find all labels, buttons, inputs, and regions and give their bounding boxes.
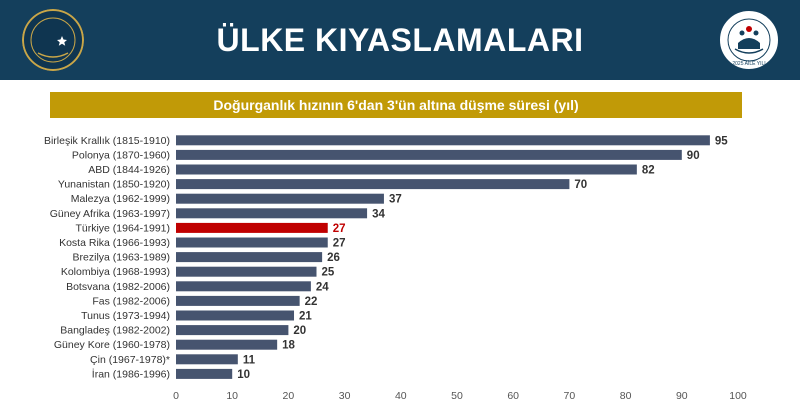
- value-label: 82: [642, 165, 655, 177]
- x-tick-label: 40: [395, 390, 407, 402]
- category-label: Brezilya (1963-1989): [73, 252, 170, 264]
- chart-title: Doğurganlık hızının 6'dan 3'ün altına dü…: [213, 97, 579, 113]
- category-label: Botsvana (1982-2006): [66, 281, 170, 293]
- x-tick-label: 70: [564, 390, 576, 402]
- page-title: ÜLKE KIYASLAMALARI: [216, 22, 584, 58]
- bar: [176, 368, 233, 379]
- value-label: 37: [389, 194, 402, 206]
- chart-title-bar: Doğurganlık hızının 6'dan 3'ün altına dü…: [50, 92, 742, 118]
- category-label: Birleşik Krallık (1815-1910): [44, 135, 170, 147]
- x-tick-label: 60: [507, 390, 519, 402]
- bar-chart: Birleşik Krallık (1815-1910) 95 Polonya (1…: [44, 135, 747, 402]
- bar: [176, 179, 570, 190]
- category-label: Malezya (1962-1999): [71, 193, 170, 205]
- ministry-emblem-icon: [22, 9, 84, 71]
- value-label: 34: [372, 208, 385, 220]
- bar: [176, 325, 289, 336]
- x-tick-label: 100: [729, 390, 747, 402]
- bar: [176, 193, 384, 204]
- category-label: Türkiye (1964-1991): [75, 222, 170, 234]
- value-label: 25: [322, 267, 335, 279]
- value-label: 26: [327, 252, 340, 264]
- category-label: Kolombiya (1968-1993): [61, 266, 170, 278]
- value-label: 24: [316, 281, 329, 293]
- x-tick-label: 50: [451, 390, 463, 402]
- category-label: Polonya (1870-1960): [72, 149, 170, 161]
- category-label: ABD (1844-1926): [88, 164, 170, 176]
- value-label: 10: [237, 369, 250, 381]
- aile-yili-emblem-icon: 2025 AİLE YILI: [718, 9, 780, 71]
- category-label: Güney Afrika (1963-1997): [50, 208, 170, 220]
- bar: [176, 237, 328, 248]
- value-label: 90: [687, 150, 700, 162]
- x-tick-label: 20: [283, 390, 295, 402]
- bar: [176, 208, 368, 219]
- bar: [176, 149, 682, 160]
- category-label: Bangladeş (1982-2002): [60, 325, 170, 337]
- category-label: İran (1986-1996): [92, 367, 170, 380]
- bar: [176, 295, 300, 306]
- category-label: Çin (1967-1978)*: [90, 354, 170, 366]
- bar: [176, 135, 710, 146]
- value-label: 95: [715, 135, 728, 147]
- bar: [176, 164, 637, 175]
- bar: [176, 222, 328, 233]
- value-label: 22: [305, 296, 318, 308]
- header-bar: [0, 0, 800, 80]
- value-label: 27: [333, 223, 346, 235]
- bar: [176, 252, 323, 263]
- aile-yili-emblem-text: 2025 AİLE YILI: [732, 60, 765, 67]
- x-tick-label: 80: [620, 390, 632, 402]
- value-label: 70: [574, 179, 587, 191]
- category-label: Tunus (1973-1994): [81, 310, 170, 322]
- x-tick-label: 30: [339, 390, 351, 402]
- category-label: Güney Kore (1960-1978): [54, 339, 170, 351]
- x-tick-label: 0: [173, 390, 179, 402]
- value-label: 27: [333, 238, 346, 250]
- value-label: 11: [243, 354, 256, 366]
- bar: [176, 354, 238, 365]
- x-tick-label: 90: [676, 390, 688, 402]
- value-label: 18: [282, 340, 295, 352]
- bar: [176, 266, 317, 277]
- category-label: Yunanistan (1850-1920): [58, 179, 170, 191]
- bar: [176, 281, 311, 292]
- category-label: Kosta Rika (1966-1993): [59, 237, 170, 249]
- category-label: Fas (1982-2006): [92, 295, 170, 307]
- bar: [176, 310, 295, 321]
- value-label: 20: [293, 325, 306, 337]
- x-tick-label: 10: [226, 390, 238, 402]
- bar: [176, 339, 278, 350]
- value-label: 21: [299, 311, 312, 323]
